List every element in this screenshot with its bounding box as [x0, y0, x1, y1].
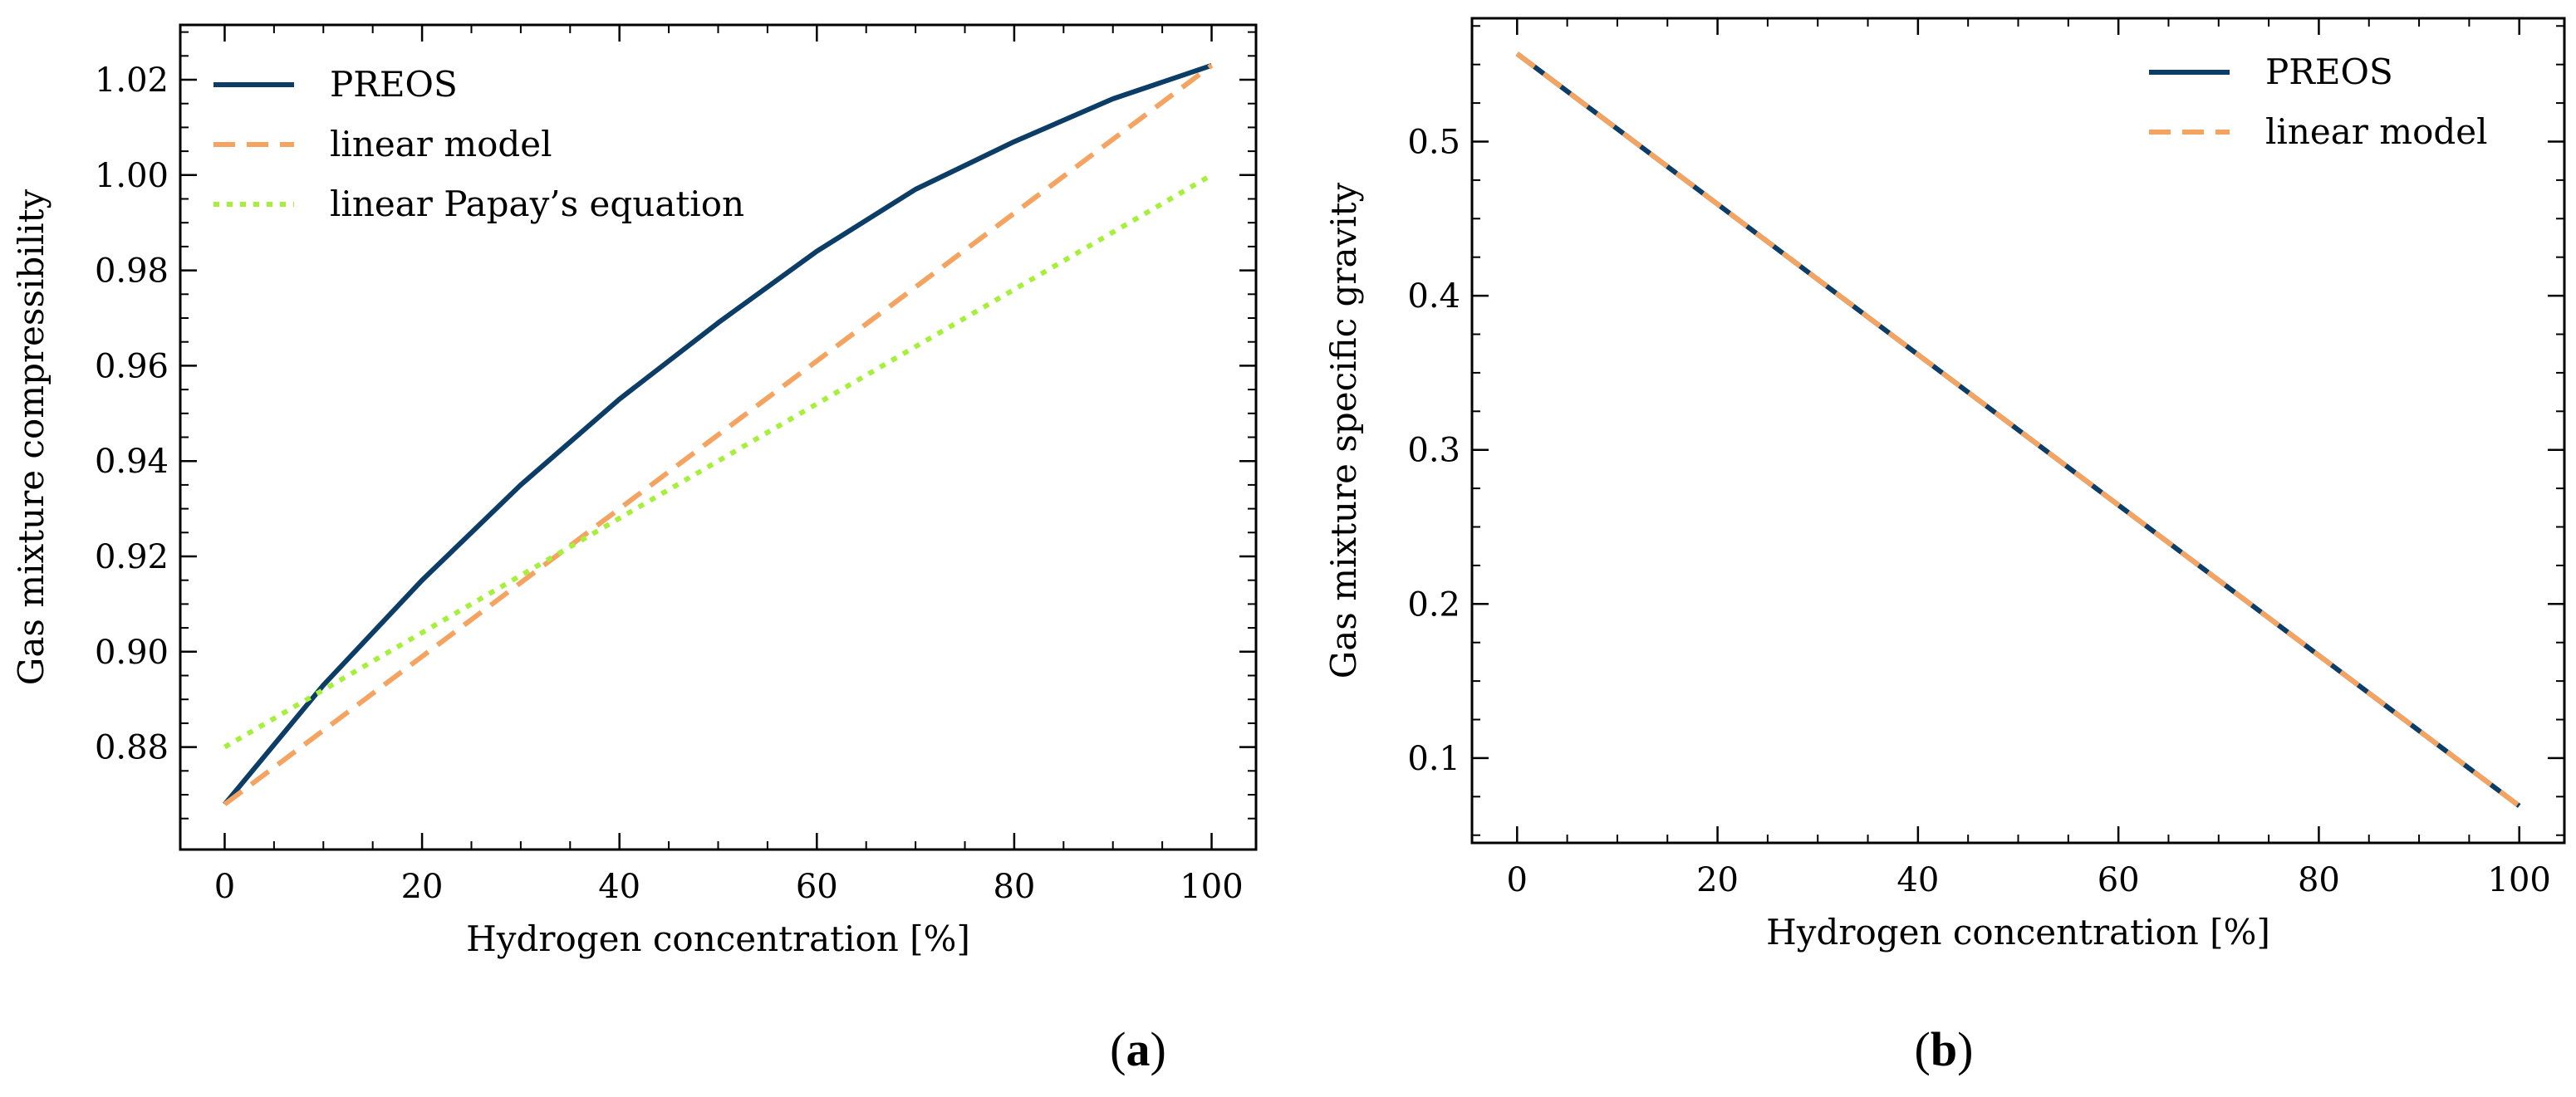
x-axis-label: Hydrogen concentration [%]: [466, 918, 970, 959]
y-tick-label: 1.02: [95, 61, 169, 100]
y-tick-label: 0.5: [1407, 123, 1460, 161]
chart-a: 0 20 40 60 80 100 0.88 0.90 0.92 0.94 0.96 0.98 1.00…: [11, 23, 1258, 1076]
panel-label-close-paren: ): [1957, 1022, 1973, 1076]
panel-label-open-paren: (: [1915, 1022, 1931, 1076]
x-tick-label: 60: [2098, 861, 2140, 899]
y-tick-label: 0.90: [95, 634, 169, 672]
legend-label: linear model: [330, 124, 552, 164]
x-tick-label: 40: [598, 868, 640, 906]
y-tick-label: 0.92: [95, 538, 169, 576]
series-line-linear-model: [1515, 51, 2521, 808]
y-tick-label: 0.88: [95, 729, 169, 767]
legend-label: PREOS: [2265, 51, 2393, 92]
x-axis-label: Hydrogen concentration [%]: [1766, 912, 2270, 953]
legend-label: PREOS: [330, 64, 458, 105]
panel-label-close-paren: ): [1151, 1022, 1166, 1076]
series-line-linear-model: [223, 63, 1214, 806]
panel-label: (b): [1915, 1022, 1974, 1076]
panel-label-open-paren: (: [1110, 1022, 1126, 1076]
legend-label: linear model: [2265, 111, 2488, 152]
x-tick-label: 40: [1896, 861, 1939, 899]
panel-label-letter: b: [1931, 1022, 1957, 1076]
y-tick-label: 1.00: [95, 157, 169, 195]
series-line-preos: [223, 62, 1213, 806]
panel-label: (a): [1110, 1022, 1166, 1076]
x-tick-label: 80: [993, 868, 1035, 906]
y-tick-label: 0.94: [95, 443, 169, 481]
y-axis-label: Gas mixture compressibility: [11, 189, 52, 686]
y-tick-label: 0.1: [1407, 740, 1460, 778]
chart-b: 0 20 40 60 80 100 0.1 0.2 0.3 0.4 0.5 Hydrogen conc…: [1323, 17, 2566, 1076]
legend-label: linear Papay’s equation: [330, 184, 744, 224]
y-tick-label: 0.4: [1407, 277, 1460, 316]
x-tick-label: 0: [1507, 861, 1528, 899]
x-tick-label: 0: [214, 868, 235, 906]
x-tick-label: 60: [796, 868, 838, 906]
panel-label-letter: a: [1126, 1022, 1151, 1076]
y-tick-label: 0.98: [95, 252, 169, 291]
x-tick-label: 80: [2298, 861, 2340, 899]
y-tick-label: 0.3: [1407, 432, 1460, 470]
x-tick-label: 100: [1180, 868, 1243, 906]
y-tick-label: 0.96: [95, 347, 169, 385]
x-tick-label: 20: [401, 868, 444, 906]
series-line-linear-papay-s-equation: [223, 173, 1214, 750]
x-tick-label: 100: [2488, 861, 2551, 899]
x-tick-label: 20: [1696, 861, 1739, 899]
y-axis-label: Gas mixture specific gravity: [1323, 182, 1364, 678]
y-tick-label: 0.2: [1407, 585, 1460, 624]
